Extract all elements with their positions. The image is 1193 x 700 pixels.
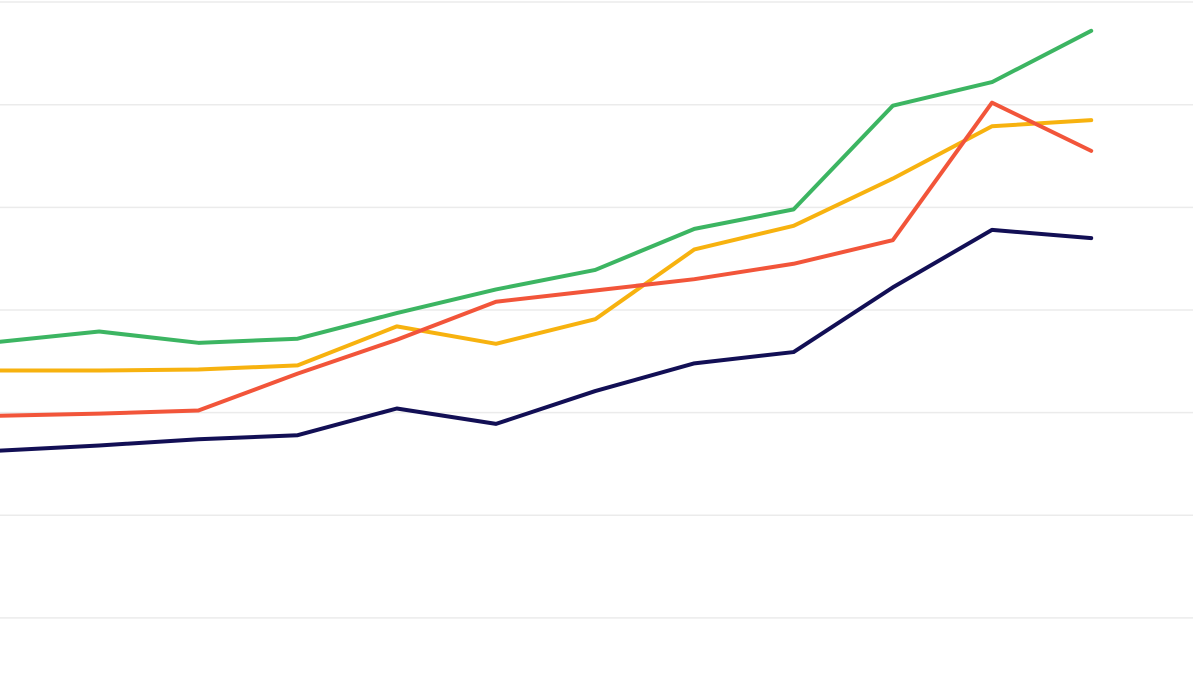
- series-line: [0, 28, 1094, 345]
- series-line: [0, 227, 1094, 453]
- series-line: [0, 100, 1094, 418]
- series-line: [0, 118, 1094, 373]
